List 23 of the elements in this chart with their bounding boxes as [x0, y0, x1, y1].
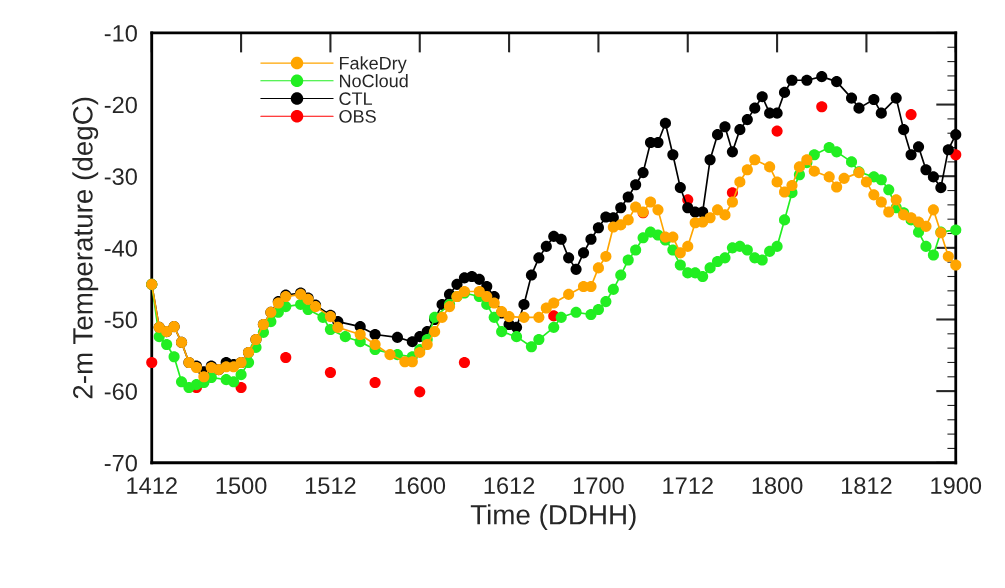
y-tick-label: -30 — [104, 168, 137, 185]
legend-label: FakeDry — [339, 56, 407, 74]
x-tick-label: 1700 — [573, 477, 624, 494]
y-tick-label: -40 — [104, 239, 137, 257]
y-tick-label: -60 — [104, 383, 137, 400]
x-tick-label: 1612 — [484, 477, 535, 494]
x-tick-label: 1512 — [305, 477, 356, 494]
y-tick-label: -10 — [104, 25, 137, 42]
y-tick-label: -70 — [104, 454, 137, 472]
x-tick-label: 1800 — [752, 477, 803, 494]
y-tick-label: -20 — [104, 96, 137, 114]
x-axis-title: Time (DDHH) — [470, 504, 636, 531]
x-tick-label: 1812 — [841, 477, 892, 494]
y-tick-label: -50 — [104, 311, 137, 329]
legend-label: NoCloud — [339, 74, 408, 88]
x-tick-label: 1712 — [663, 477, 713, 494]
x-tick-label: 1412 — [127, 477, 177, 494]
x-tick-label: 1500 — [216, 477, 267, 494]
x-tick-label: 1600 — [395, 477, 446, 494]
x-tick-label: 1900 — [931, 477, 982, 494]
y-axis-title: 2-m Temperature (degC) — [72, 97, 99, 399]
legend-label: CTL — [339, 92, 373, 106]
legend-label: OBS — [339, 109, 376, 123]
